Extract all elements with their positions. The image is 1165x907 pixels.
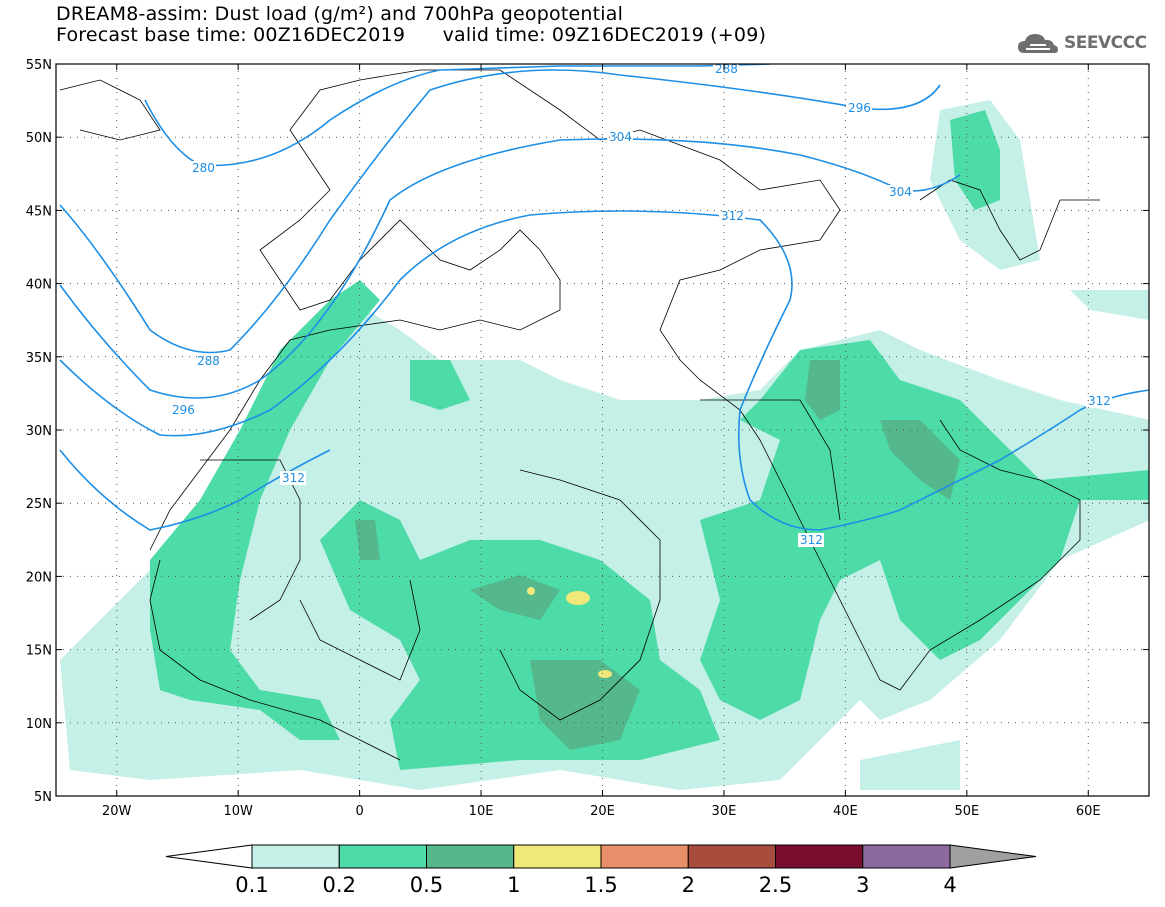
colorbar-box: [426, 844, 515, 869]
lat-label: 50N: [26, 131, 52, 146]
latitude-labels: 55N 50N 45N 40N 35N 30N 25N 20N 15N 10N 5N: [26, 58, 52, 805]
colorbar-box: [687, 844, 776, 869]
lat-label: 30N: [26, 424, 52, 439]
lat-label: 10N: [26, 717, 52, 732]
map-title: DREAM8-assim: Dust load (g/m²) and 700hP…: [56, 3, 624, 25]
contour-label-288-west: 288: [197, 354, 220, 368]
lat-label: 25N: [26, 497, 52, 512]
lat-label: 5N: [34, 790, 52, 805]
logo-text: SEEVCCC: [1064, 33, 1147, 53]
colorbar-labels: 0.1 0.2 0.5 1 1.5 2 2.5 3 4: [235, 873, 956, 897]
dust-fields: [60, 100, 1149, 790]
colorbar-box: [600, 844, 689, 869]
colorbar-box: [862, 844, 951, 869]
lat-label: 35N: [26, 351, 52, 366]
map-subtitle: Forecast base time: 00Z16DEC2019 valid t…: [56, 25, 766, 45]
geopotential-contours: [59, 64, 1149, 531]
colorbar-label: 0.5: [410, 873, 443, 897]
contour-label-304-europe: 304: [609, 130, 632, 144]
colorbar-label: 0.1: [235, 873, 268, 897]
colorbar-label: 1: [507, 873, 520, 897]
colorbar-label: 1.5: [584, 873, 617, 897]
colorbar-label: 2: [682, 873, 695, 897]
colorbar-label: 3: [856, 873, 869, 897]
longitude-labels: 20W 10W 0 10E 20E 30E 40E 50E 60E: [102, 804, 1101, 819]
cloud-logo-icon: [1018, 34, 1058, 53]
lon-label: 40E: [833, 804, 858, 819]
lat-label: 15N: [26, 644, 52, 659]
axis-ticks: [56, 63, 1149, 797]
graticule: [56, 64, 1149, 796]
colorbar: [165, 844, 1037, 869]
contour-label-288-top: 288: [715, 62, 738, 76]
lon-label: 30E: [712, 804, 737, 819]
contour-label-296-west: 296: [172, 403, 195, 417]
colorbar-label: 4: [943, 873, 956, 897]
lon-label: 20E: [590, 804, 615, 819]
colorbar-label: 2.5: [759, 873, 792, 897]
colorbar-box: [338, 844, 427, 869]
contour-label-304-east: 304: [889, 185, 912, 199]
lon-label: 50E: [954, 804, 979, 819]
colorbar-over-triangle: [949, 844, 1037, 869]
coastlines: [59, 69, 1100, 761]
lat-label: 40N: [26, 278, 52, 293]
colorbar-box: [775, 844, 864, 869]
lon-label: 20W: [102, 804, 132, 819]
lat-label: 55N: [26, 58, 52, 73]
contour-label-312-east: 312: [1088, 394, 1111, 408]
contour-labels: 288 296 280 304 312 288 296 304 312 312 …: [170, 62, 1112, 547]
contour-label-296-top: 296: [848, 101, 871, 115]
colorbar-under-triangle: [165, 844, 253, 869]
colorbar-box: [513, 844, 602, 869]
dust-level-high: [355, 360, 960, 750]
contour-label-312-africa: 312: [282, 471, 305, 485]
contour-label-280: 280: [192, 161, 215, 175]
dust-level-peak: [527, 587, 612, 678]
contour-label-312-redsea: 312: [800, 533, 823, 547]
contour-label-312-balkans: 312: [721, 209, 744, 223]
lat-label: 20N: [26, 570, 52, 585]
colorbar-label: 0.2: [323, 873, 356, 897]
lon-label: 0: [355, 804, 363, 819]
lon-label: 60E: [1076, 804, 1101, 819]
valid-time: valid time: 09Z16DEC2019 (+09): [442, 24, 767, 46]
base-time: Forecast base time: 00Z16DEC2019: [56, 24, 406, 46]
colorbar-box: [251, 844, 340, 869]
seevccc-logo: SEEVCCC: [1016, 28, 1147, 58]
lon-label: 10E: [469, 804, 494, 819]
lon-label: 10W: [223, 804, 253, 819]
lat-label: 45N: [26, 204, 52, 219]
